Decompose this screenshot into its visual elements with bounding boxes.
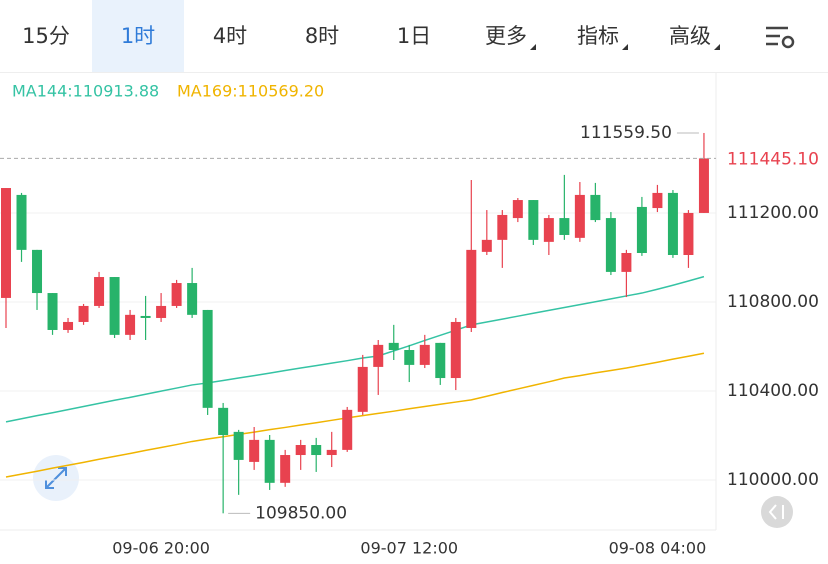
candle-body — [140, 315, 151, 318]
candle-body — [528, 200, 539, 240]
tab[interactable]: 高级 — [644, 0, 736, 72]
legend-ma144: MA144:110913.88 — [12, 82, 159, 101]
candle-body — [311, 445, 322, 456]
candle-body — [1, 188, 11, 298]
y-tick-label: 110800.00 — [727, 292, 819, 312]
candle-body — [667, 192, 678, 255]
y-tick-label: 110400.00 — [727, 381, 819, 401]
tab[interactable]: 指标 — [552, 0, 644, 72]
candle-body — [326, 449, 337, 456]
candle-body — [419, 344, 430, 365]
candle-body — [171, 283, 182, 306]
low-label: 109850.00 — [255, 503, 347, 523]
dropdown-icon — [714, 44, 720, 50]
zoom-button[interactable] — [33, 455, 79, 501]
candle-body — [404, 350, 415, 365]
tab[interactable]: 4时 — [212, 24, 248, 48]
candle-body — [202, 309, 213, 408]
candle-body — [466, 249, 477, 328]
settings-icon — [766, 26, 795, 49]
candle-body — [125, 314, 136, 335]
dropdown-icon — [622, 44, 628, 50]
candle-body — [435, 342, 446, 379]
tab-bar: 15分 1时 4时 8时 1日 更多 指标 高级 — [0, 0, 828, 73]
tab[interactable]: 15分 — [22, 24, 70, 48]
ma-line — [5, 275, 705, 423]
y-tick-label: 110000.00 — [727, 470, 819, 490]
candle-body — [109, 277, 120, 335]
candle-body — [450, 321, 461, 379]
candle-body — [636, 206, 647, 253]
candle-body — [497, 214, 508, 240]
candle-body — [94, 277, 105, 306]
candle-body — [295, 445, 306, 456]
ma-line — [5, 352, 705, 478]
last-price-label: 111445.10 — [727, 149, 819, 169]
tab[interactable]: 1时 — [92, 0, 184, 72]
candle-body — [388, 342, 399, 351]
dropdown-icon — [530, 44, 536, 50]
tab[interactable]: 8时 — [304, 24, 340, 48]
candle-body — [357, 366, 368, 412]
x-tick-label: 09-07 12:00 — [360, 539, 458, 558]
candle-body — [373, 344, 384, 367]
candle-body — [559, 218, 570, 235]
candle-body — [187, 283, 198, 315]
tab[interactable]: 更多 — [460, 0, 552, 72]
candle-body — [233, 431, 244, 460]
legend-ma169: MA169:110569.20 — [177, 82, 324, 101]
candle-body — [280, 455, 291, 483]
candle-body — [32, 249, 43, 294]
back-button[interactable] — [761, 496, 793, 528]
high-label: 111559.50 — [580, 123, 672, 143]
candle-body — [47, 293, 58, 330]
x-tick-label: 09-08 04:00 — [609, 539, 707, 558]
tab[interactable]: 1日 — [396, 24, 432, 48]
candle-body — [249, 439, 260, 462]
candle-body — [698, 158, 709, 213]
candle-body — [590, 194, 601, 221]
candle-body — [652, 192, 663, 209]
candle-body — [63, 321, 74, 330]
x-tick-label: 09-06 20:00 — [112, 539, 210, 558]
settings-button[interactable] — [736, 0, 828, 72]
candle-body — [605, 218, 616, 272]
candle-body — [481, 239, 492, 252]
candle-body — [218, 407, 229, 435]
candle-body — [543, 218, 554, 242]
candle-body — [342, 409, 353, 450]
candle-body — [264, 439, 275, 483]
candle-body — [621, 252, 632, 272]
y-tick-label: 111200.00 — [727, 203, 819, 223]
candle-body — [683, 212, 694, 255]
candle-body — [512, 200, 523, 219]
candle-body — [156, 305, 167, 318]
candle-body — [16, 194, 27, 250]
candle-body — [574, 194, 585, 238]
candle-body — [78, 305, 89, 322]
